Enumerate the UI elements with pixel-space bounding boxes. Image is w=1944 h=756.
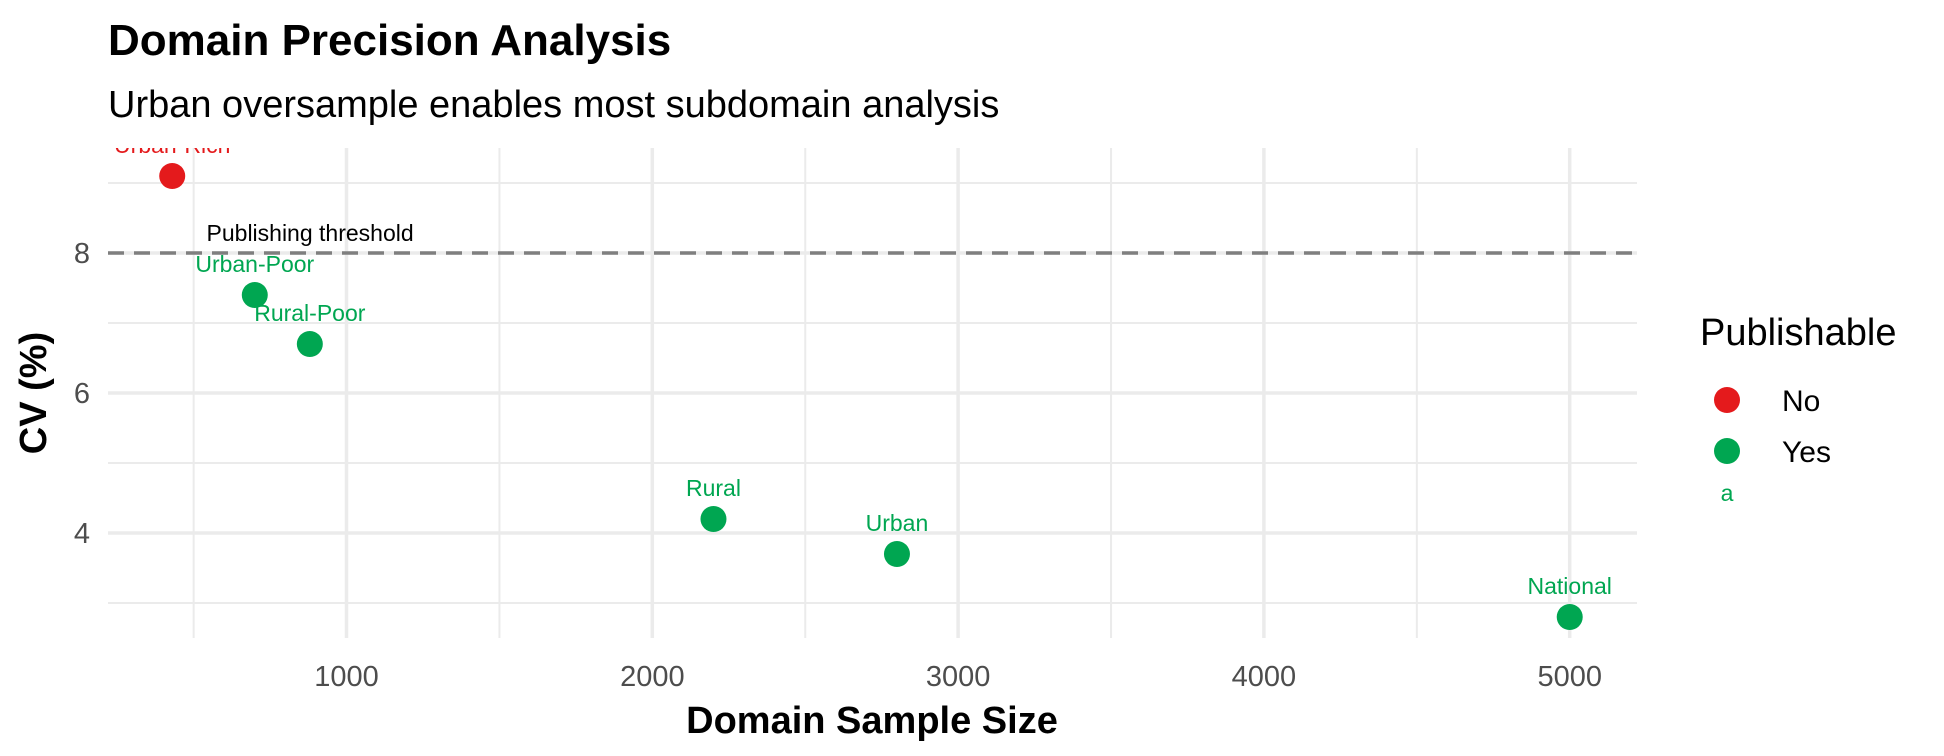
data-point	[1556, 604, 1583, 630]
threshold-label: Publishing threshold	[207, 220, 414, 246]
legend-key-yes	[1714, 438, 1740, 464]
legend-key-text: a	[1721, 480, 1734, 506]
chart-subtitle: Urban oversample enables most subdomain …	[108, 84, 999, 126]
y-axis-title: CV (%)	[13, 332, 55, 454]
x-tick-labels: 1000 2000 3000 4000 5000	[314, 661, 1602, 693]
x-tick-label: 5000	[1537, 661, 1602, 693]
x-tick-label: 3000	[926, 661, 991, 693]
point-label: National	[1528, 573, 1612, 599]
data-point	[159, 163, 186, 189]
legend-title: Publishable	[1700, 312, 1896, 354]
point-label: Rural-Poor	[254, 300, 366, 326]
threshold-layer: Publishing threshold	[108, 220, 1637, 255]
x-tick-label: 4000	[1232, 661, 1297, 693]
point-label: Urban-Poor	[195, 251, 314, 277]
legend: Publishable No Yes a	[1700, 312, 1896, 506]
data-point	[296, 331, 323, 357]
data-point	[883, 541, 910, 567]
y-tick-label: 4	[74, 518, 90, 550]
point-label: Urban	[866, 510, 929, 536]
y-tick-label: 8	[74, 238, 90, 270]
point-labels-layer: Urban-Rich Urban-Poor Rural-Poor Rural Urban…	[114, 132, 1612, 599]
point-label: Rural	[686, 475, 741, 501]
point-label: Urban-Rich	[114, 132, 230, 158]
data-point	[241, 282, 268, 308]
legend-label-no: No	[1782, 385, 1820, 418]
data-point	[700, 506, 727, 532]
legend-label-yes: Yes	[1782, 436, 1831, 469]
legend-key-no	[1714, 387, 1740, 413]
x-tick-label: 1000	[314, 661, 379, 693]
points-layer	[159, 163, 1583, 630]
x-tick-label: 2000	[620, 661, 685, 693]
y-tick-labels: 4 6 8	[74, 238, 90, 550]
y-tick-label: 6	[74, 378, 90, 410]
x-axis-title: Domain Sample Size	[686, 700, 1058, 742]
chart-title: Domain Precision Analysis	[108, 16, 671, 65]
